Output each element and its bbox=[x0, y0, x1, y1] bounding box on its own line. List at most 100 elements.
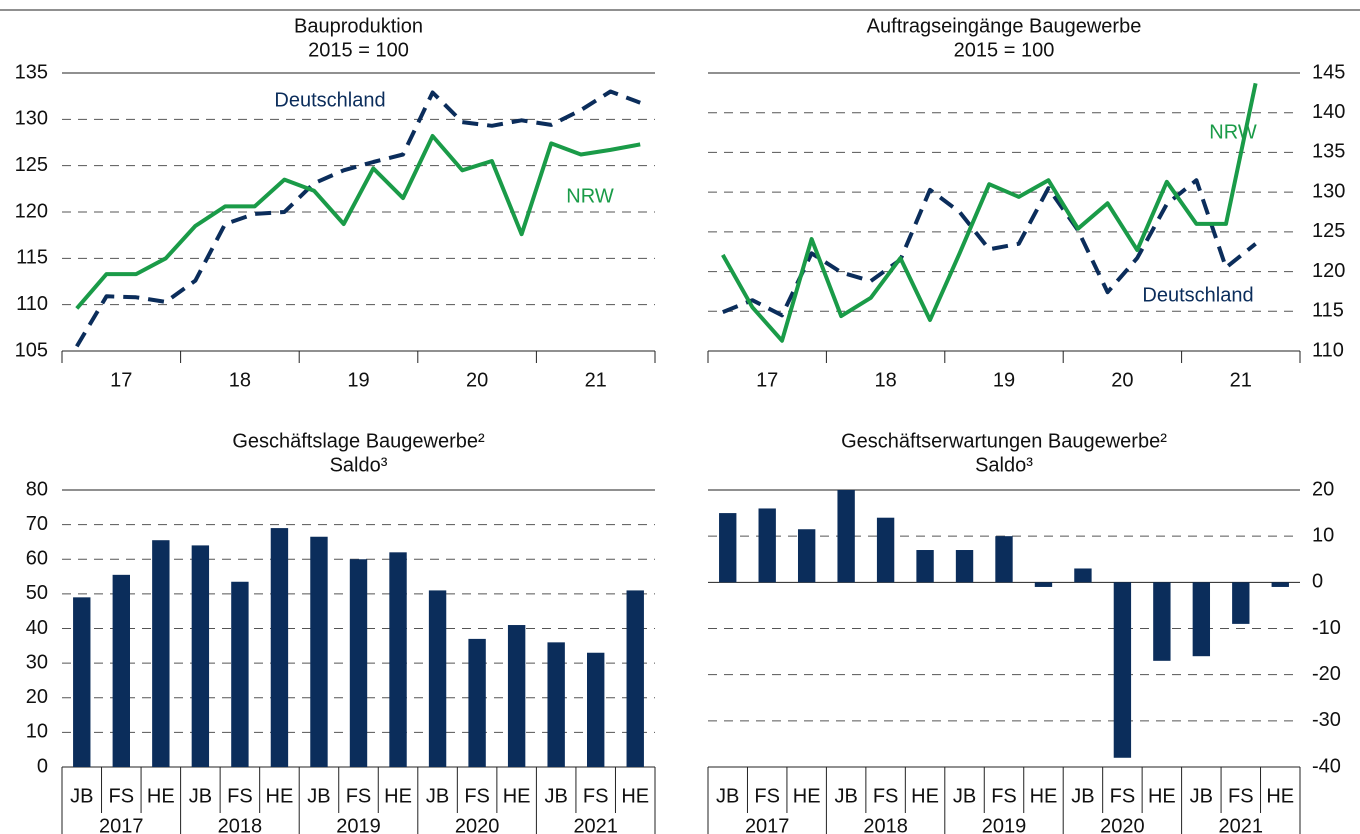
x-tick-label: 21 bbox=[1230, 369, 1252, 391]
bar bbox=[231, 581, 249, 767]
x-tick-label: JB bbox=[307, 785, 330, 807]
series-line bbox=[75, 89, 641, 348]
x-tick-label: JB bbox=[1071, 785, 1094, 807]
x-tick-label: HE bbox=[911, 785, 939, 807]
y-tick-label: 135 bbox=[15, 61, 48, 83]
chart-title: Bauproduktion bbox=[294, 15, 423, 37]
x-tick-label: JB bbox=[70, 785, 93, 807]
x-tick-label: 18 bbox=[874, 369, 896, 391]
series-label: NRW bbox=[566, 185, 614, 207]
bar bbox=[428, 590, 447, 767]
x-tick-label: HE bbox=[266, 785, 294, 807]
y-tick-label: 60 bbox=[26, 548, 48, 570]
y-tick-label: 125 bbox=[15, 154, 48, 176]
y-tick-label: 130 bbox=[1312, 180, 1345, 202]
x-tick-label: FS bbox=[583, 785, 609, 807]
x-tick-label: HE bbox=[384, 785, 412, 807]
x-tick-label: FS bbox=[991, 785, 1017, 807]
y-tick-label: 20 bbox=[26, 686, 48, 708]
y-tick-label: -40 bbox=[1312, 755, 1341, 777]
group-label: 2021 bbox=[1219, 815, 1264, 834]
y-tick-label: -10 bbox=[1312, 617, 1341, 639]
y-tick-label: -20 bbox=[1312, 663, 1341, 685]
y-tick-label: 70 bbox=[26, 513, 48, 535]
group-label: 2017 bbox=[745, 815, 790, 834]
series-line bbox=[722, 178, 1257, 318]
bar bbox=[995, 536, 1013, 583]
y-tick-label: 40 bbox=[26, 617, 48, 639]
bar bbox=[152, 540, 170, 767]
x-tick-label: 19 bbox=[347, 369, 369, 391]
bar bbox=[719, 513, 737, 583]
y-tick-label: 115 bbox=[16, 247, 48, 269]
x-tick-label: JB bbox=[834, 785, 857, 807]
x-tick-label: FS bbox=[754, 785, 780, 807]
chart-title: Geschäftslage Baugewerbe² bbox=[232, 430, 485, 452]
bar bbox=[507, 625, 526, 767]
group-label: 2021 bbox=[573, 815, 618, 834]
y-tick-label: 110 bbox=[1312, 339, 1344, 361]
x-tick-label: 18 bbox=[229, 369, 251, 391]
y-tick-label: 115 bbox=[1312, 300, 1344, 322]
bar bbox=[876, 517, 895, 583]
x-tick-label: FS bbox=[109, 785, 135, 807]
group-label: 2019 bbox=[336, 815, 381, 834]
bar bbox=[797, 529, 816, 583]
x-tick-label: 20 bbox=[466, 369, 488, 391]
x-tick-label: HE bbox=[147, 785, 175, 807]
y-tick-label: 145 bbox=[1312, 61, 1345, 83]
chart-subtitle: 2015 = 100 bbox=[954, 39, 1055, 61]
group-label: 2020 bbox=[1100, 815, 1145, 834]
series-label: NRW bbox=[1209, 121, 1257, 143]
y-tick-label: 80 bbox=[26, 478, 48, 500]
x-tick-label: FS bbox=[873, 785, 899, 807]
group-label: 2020 bbox=[455, 815, 500, 834]
y-tick-label: 10 bbox=[1312, 524, 1334, 546]
y-tick-label: 0 bbox=[1312, 571, 1323, 593]
x-tick-label: 20 bbox=[1111, 369, 1133, 391]
series-line bbox=[75, 134, 641, 310]
x-tick-label: HE bbox=[793, 785, 821, 807]
y-tick-label: 140 bbox=[1312, 101, 1345, 123]
group-label: 2018 bbox=[863, 815, 908, 834]
group-label: 2018 bbox=[218, 815, 263, 834]
bar bbox=[349, 559, 368, 767]
bar bbox=[112, 574, 130, 767]
x-tick-label: JB bbox=[716, 785, 739, 807]
x-tick-label: 19 bbox=[993, 369, 1015, 391]
x-tick-label: HE bbox=[1148, 785, 1176, 807]
y-tick-label: -30 bbox=[1312, 709, 1341, 731]
y-tick-label: 120 bbox=[1312, 260, 1345, 282]
bar bbox=[1271, 582, 1289, 587]
bar bbox=[626, 590, 644, 767]
bar bbox=[1153, 582, 1171, 661]
y-tick-label: 130 bbox=[15, 108, 48, 130]
x-tick-label: FS bbox=[1110, 785, 1136, 807]
bar bbox=[1034, 582, 1053, 587]
y-tick-label: 125 bbox=[1312, 220, 1345, 242]
x-tick-label: JB bbox=[426, 785, 449, 807]
bar bbox=[310, 536, 328, 767]
x-tick-label: 17 bbox=[756, 369, 778, 391]
bar bbox=[1113, 582, 1132, 758]
group-label: 2019 bbox=[982, 815, 1027, 834]
x-tick-label: HE bbox=[503, 785, 531, 807]
bar bbox=[837, 490, 855, 583]
series-label: Deutschland bbox=[1142, 284, 1253, 306]
x-tick-label: HE bbox=[1266, 785, 1294, 807]
x-tick-label: 17 bbox=[110, 369, 132, 391]
y-tick-label: 30 bbox=[26, 651, 48, 673]
bar bbox=[191, 545, 210, 767]
x-tick-label: FS bbox=[346, 785, 372, 807]
bar bbox=[955, 550, 974, 583]
x-tick-label: JB bbox=[953, 785, 976, 807]
x-tick-label: 21 bbox=[585, 369, 607, 391]
bar bbox=[547, 642, 565, 767]
y-tick-label: 120 bbox=[15, 200, 48, 222]
chart-title: Geschäftserwartungen Baugewerbe² bbox=[841, 430, 1167, 452]
x-tick-label: FS bbox=[1228, 785, 1254, 807]
chart-subtitle: 2015 = 100 bbox=[308, 39, 409, 61]
series-label: Deutschland bbox=[274, 89, 385, 111]
chart-subtitle: Saldo³ bbox=[975, 454, 1033, 476]
